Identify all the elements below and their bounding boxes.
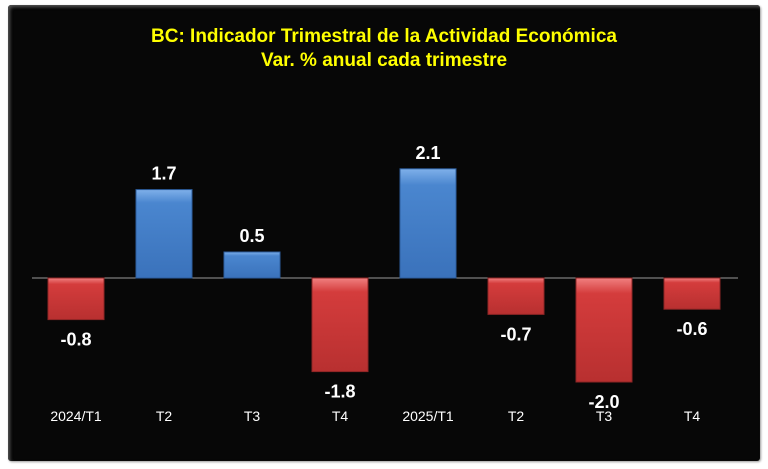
chart-area [8,5,760,461]
bar-5 [487,277,545,315]
x-tick-label-7: T4 [684,408,701,424]
data-label-7: -0.6 [676,319,707,339]
data-label-0: -0.8 [60,330,91,350]
x-tick-label-6: T3 [596,408,613,424]
bar-4 [399,168,457,279]
bar-6 [575,277,633,383]
x-tick-label-0: 2024/T1 [50,408,102,424]
x-tick-label-1: T2 [156,408,173,424]
data-label-2: 0.5 [239,226,264,246]
bar-7 [663,277,721,310]
chart-subtitle: Var. % anual cada trimestre [260,50,508,71]
data-label-4: 2.1 [415,143,440,163]
x-tick-label-2: T3 [244,408,261,424]
bar-0 [47,277,105,321]
data-label-6: -2.0 [588,392,619,412]
bar-2 [223,251,281,279]
data-label-3: -1.8 [324,382,355,402]
chart-title: BC: Indicador Trimestral de la Actividad… [151,26,617,47]
bar-3 [311,277,369,373]
x-tick-label-5: T2 [508,408,525,424]
x-tick-label-3: T4 [332,408,349,424]
bar-1 [135,189,193,279]
x-tick-label-4: 2025/T1 [402,408,454,424]
data-label-1: 1.7 [151,164,176,184]
data-label-5: -0.7 [500,324,531,344]
